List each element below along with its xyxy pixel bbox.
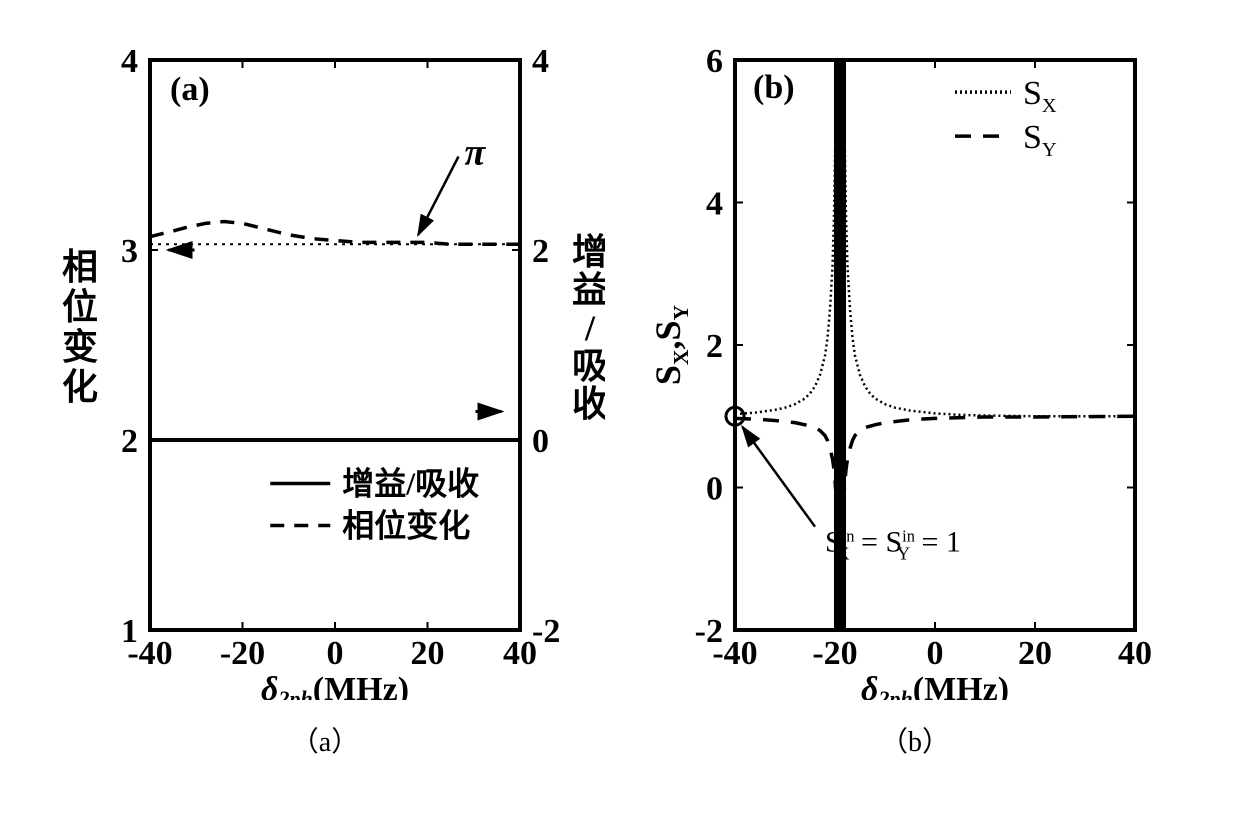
- svg-text:20: 20: [411, 635, 445, 672]
- svg-text:0: 0: [532, 423, 549, 460]
- svg-text:0: 0: [327, 635, 344, 672]
- svg-text:(b): (b): [753, 69, 795, 106]
- svg-text:2: 2: [532, 233, 549, 270]
- svg-text:变: 变: [62, 326, 98, 367]
- panel-b-wrap: -40-2002040-20246δ2ph(MHz)SX,SY(b)SinX =…: [635, 20, 1195, 760]
- svg-text:位: 位: [62, 287, 98, 327]
- svg-text:20: 20: [1018, 635, 1052, 672]
- svg-text:δ2ph(MHz): δ2ph(MHz): [861, 671, 1009, 700]
- svg-text:0: 0: [706, 471, 723, 508]
- svg-text:δ2ph(MHz): δ2ph(MHz): [261, 671, 409, 700]
- svg-text:-2: -2: [695, 613, 723, 650]
- svg-text:6: 6: [706, 43, 723, 80]
- svg-text:相位变化: 相位变化: [342, 508, 470, 544]
- svg-text:吸: 吸: [572, 346, 605, 386]
- panel-a-wrap: -40-20020401234-2024δ2ph(MHz)相位变化增益/吸收(a…: [45, 20, 605, 760]
- svg-text:2: 2: [706, 328, 723, 365]
- svg-text:收: 收: [572, 384, 605, 424]
- svg-text:(a): (a): [170, 71, 210, 108]
- svg-text:-20: -20: [220, 635, 265, 672]
- svg-text:2: 2: [121, 423, 138, 460]
- svg-text:4: 4: [532, 43, 549, 80]
- caption-b: （b）: [880, 720, 950, 760]
- svg-text:SX,SY: SX,SY: [648, 304, 693, 385]
- caption-a: （a）: [291, 720, 359, 760]
- svg-text:1: 1: [121, 613, 138, 650]
- svg-text:3: 3: [121, 233, 138, 270]
- svg-text:增: 增: [572, 232, 605, 272]
- svg-text:益: 益: [572, 270, 605, 310]
- svg-text:40: 40: [1118, 635, 1152, 672]
- svg-text:增益/吸收: 增益/吸收: [342, 466, 479, 502]
- svg-text:π: π: [465, 132, 487, 174]
- chart-a: -40-20020401234-2024δ2ph(MHz)相位变化增益/吸收(a…: [45, 20, 605, 700]
- svg-text:0: 0: [927, 635, 944, 672]
- svg-text:4: 4: [121, 43, 138, 80]
- svg-text:SinX = SinY = 1: SinX = SinY = 1: [825, 526, 961, 564]
- svg-text:化: 化: [62, 367, 98, 407]
- svg-text:相: 相: [62, 247, 98, 287]
- chart-b: -40-2002040-20246δ2ph(MHz)SX,SY(b)SinX =…: [635, 20, 1195, 700]
- svg-text:-20: -20: [812, 635, 857, 672]
- svg-text:-2: -2: [532, 613, 560, 650]
- svg-text:4: 4: [706, 186, 723, 223]
- svg-text:/: /: [584, 308, 596, 348]
